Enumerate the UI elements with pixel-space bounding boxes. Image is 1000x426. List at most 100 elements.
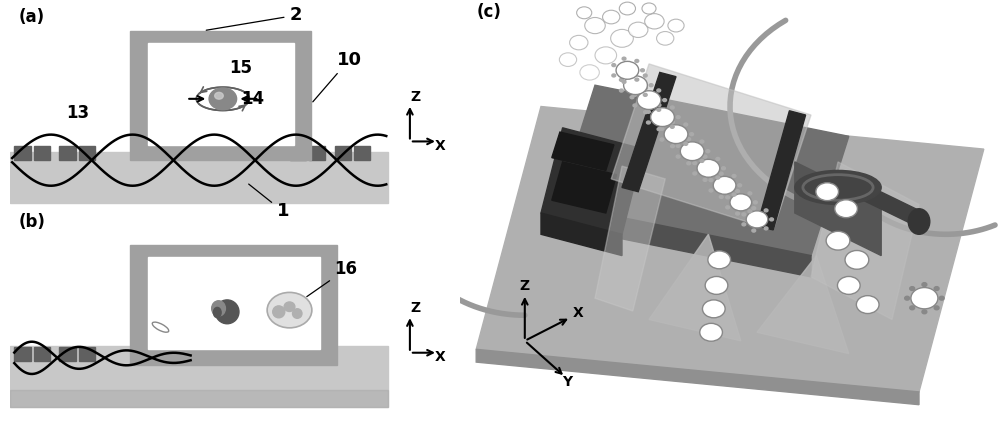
Circle shape — [730, 194, 752, 211]
Circle shape — [641, 69, 644, 72]
Ellipse shape — [212, 301, 225, 316]
Circle shape — [709, 189, 713, 192]
Circle shape — [702, 300, 725, 318]
Bar — [79, 146, 95, 160]
Circle shape — [595, 47, 617, 64]
Circle shape — [215, 92, 223, 99]
Circle shape — [705, 276, 728, 294]
Bar — [59, 347, 76, 361]
Circle shape — [726, 196, 730, 199]
Circle shape — [687, 138, 691, 141]
Circle shape — [611, 29, 633, 47]
Circle shape — [684, 123, 688, 126]
Text: 10: 10 — [313, 51, 362, 102]
Circle shape — [726, 206, 730, 209]
Circle shape — [664, 125, 688, 144]
Circle shape — [630, 72, 634, 75]
Circle shape — [633, 104, 637, 107]
Circle shape — [700, 323, 722, 341]
Circle shape — [719, 196, 723, 199]
Ellipse shape — [273, 306, 285, 318]
Text: (a): (a) — [19, 8, 45, 26]
Circle shape — [708, 251, 731, 269]
Text: 2: 2 — [206, 6, 302, 30]
Circle shape — [676, 115, 680, 118]
Bar — [34, 146, 50, 160]
Circle shape — [649, 83, 653, 86]
Circle shape — [603, 10, 620, 24]
Circle shape — [570, 35, 588, 50]
Circle shape — [612, 63, 616, 66]
Circle shape — [742, 213, 746, 216]
Circle shape — [585, 17, 605, 34]
Bar — [14, 347, 31, 361]
Circle shape — [657, 89, 661, 92]
Circle shape — [645, 14, 664, 29]
Polygon shape — [552, 132, 614, 170]
Bar — [335, 146, 351, 160]
Circle shape — [660, 127, 664, 130]
Circle shape — [619, 2, 636, 15]
Bar — [10, 346, 388, 407]
Circle shape — [732, 193, 736, 196]
Circle shape — [697, 159, 720, 177]
Circle shape — [642, 3, 656, 14]
Circle shape — [719, 172, 723, 175]
Circle shape — [635, 78, 639, 81]
Bar — [79, 347, 95, 361]
Circle shape — [620, 78, 623, 81]
Circle shape — [752, 229, 756, 232]
Text: Z: Z — [411, 89, 421, 104]
Circle shape — [680, 142, 704, 161]
Circle shape — [905, 296, 910, 300]
Circle shape — [267, 292, 312, 328]
Circle shape — [612, 74, 616, 77]
Bar — [148, 257, 320, 349]
Bar — [10, 390, 388, 407]
Circle shape — [620, 89, 623, 92]
Circle shape — [622, 81, 626, 83]
Text: 14: 14 — [241, 90, 264, 108]
Circle shape — [911, 288, 938, 309]
Bar — [10, 152, 388, 203]
Polygon shape — [811, 162, 919, 320]
Circle shape — [676, 144, 680, 147]
Circle shape — [647, 110, 650, 113]
Ellipse shape — [908, 209, 930, 234]
Circle shape — [693, 161, 697, 164]
Polygon shape — [757, 256, 849, 354]
Circle shape — [939, 296, 944, 300]
Polygon shape — [557, 85, 849, 256]
Polygon shape — [757, 111, 806, 230]
Circle shape — [670, 106, 674, 109]
Circle shape — [628, 22, 648, 37]
Circle shape — [837, 276, 860, 294]
Circle shape — [580, 65, 599, 80]
Circle shape — [738, 184, 742, 187]
Bar — [354, 146, 370, 160]
Circle shape — [657, 32, 674, 45]
Circle shape — [643, 93, 647, 96]
Circle shape — [706, 150, 710, 153]
Circle shape — [684, 142, 688, 145]
Circle shape — [703, 178, 707, 181]
Circle shape — [700, 159, 704, 162]
Circle shape — [657, 108, 661, 111]
Circle shape — [622, 57, 626, 60]
Polygon shape — [622, 72, 676, 192]
Text: Y: Y — [563, 374, 573, 389]
Circle shape — [732, 175, 736, 178]
Polygon shape — [541, 213, 622, 256]
Circle shape — [716, 158, 720, 161]
Circle shape — [660, 138, 664, 141]
Ellipse shape — [152, 322, 169, 332]
Circle shape — [647, 121, 650, 124]
Bar — [14, 146, 31, 160]
Bar — [309, 146, 325, 160]
Circle shape — [663, 98, 667, 101]
Circle shape — [736, 190, 739, 193]
Circle shape — [709, 178, 713, 181]
Circle shape — [736, 212, 739, 215]
Bar — [130, 31, 311, 160]
Text: Z: Z — [519, 279, 530, 293]
